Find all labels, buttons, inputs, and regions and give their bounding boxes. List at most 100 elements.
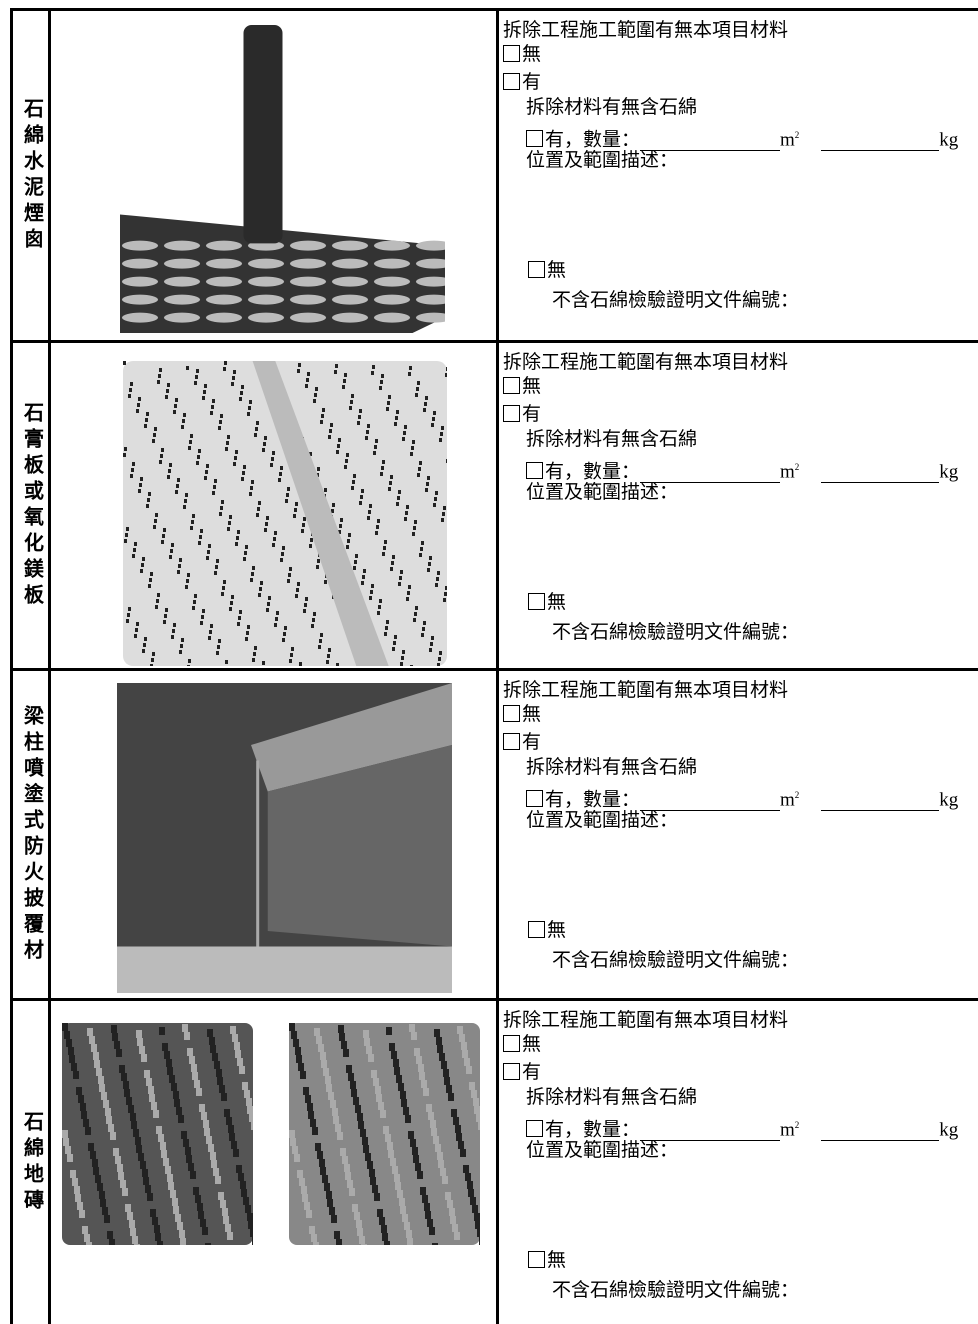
question: 拆除工程施工範圍有無本項目材料	[503, 352, 788, 374]
certificate-text: 不含石綿檢驗證明文件編號：	[552, 950, 800, 971]
material-label: 石綿地磚	[20, 1110, 43, 1215]
question-text: 拆除工程施工範圍有無本項目材料	[503, 1010, 789, 1031]
checkbox	[528, 593, 545, 610]
asbestos-quantity: 有，數量： m2 kg	[526, 456, 959, 484]
unit-exp: 2	[794, 130, 800, 140]
material-photo	[123, 361, 449, 671]
asbestos-question-text: 拆除材料有無含石綿	[526, 97, 698, 118]
certificate: 不含石綿檢驗證明文件編號：	[552, 950, 799, 972]
blank-line	[821, 792, 940, 812]
asbestos-no: 無	[528, 920, 566, 942]
checkbox	[526, 790, 543, 808]
option-no: 無	[503, 704, 541, 726]
column-border	[10, 343, 13, 668]
blank-line	[821, 132, 940, 152]
option-no-text: 無	[522, 44, 542, 65]
column-border	[496, 11, 499, 340]
asbestos-yes-text: 有，數量：	[545, 461, 641, 483]
asbestos-question-text: 拆除材料有無含石綿	[526, 429, 698, 450]
form-row: 石膏板或氧化鎂板 拆除工程施工範圍有無本項目材料無有拆除材料有無含石綿有，數量： m…	[10, 340, 978, 671]
material-photo	[117, 683, 452, 998]
asbestos-question: 拆除材料有無含石綿	[526, 1087, 697, 1109]
location: 位置及範圍描述：	[526, 482, 678, 504]
question-text: 拆除工程施工範圍有無本項目材料	[503, 352, 789, 373]
checkbox	[528, 1251, 545, 1268]
asbestos-no: 無	[528, 1250, 566, 1272]
option-no-text: 無	[522, 376, 542, 397]
question: 拆除工程施工範圍有無本項目材料	[503, 20, 788, 42]
unit-weight: kg	[939, 789, 959, 811]
column-border	[48, 11, 51, 340]
material-photo	[289, 1023, 485, 1252]
asbestos-no: 無	[528, 260, 566, 282]
option-yes: 有	[503, 732, 541, 754]
asbestos-question: 拆除材料有無含石綿	[526, 97, 697, 119]
unit-weight: kg	[939, 461, 959, 483]
checkbox	[503, 1063, 520, 1080]
asbestos-no-text: 無	[547, 1250, 567, 1271]
certificate: 不含石綿檢驗證明文件編號：	[552, 622, 799, 644]
asbestos-yes-text: 有，數量：	[545, 789, 641, 811]
option-yes-text: 有	[522, 1062, 542, 1083]
option-no-text: 無	[522, 1034, 542, 1055]
asbestos-no-text: 無	[547, 260, 567, 281]
checkbox	[526, 462, 543, 480]
certificate: 不含石綿檢驗證明文件編號：	[552, 290, 799, 312]
question: 拆除工程施工範圍有無本項目材料	[503, 1010, 788, 1032]
blank-line	[640, 1122, 781, 1142]
certificate-text: 不含石綿檢驗證明文件編號：	[552, 290, 800, 311]
option-no: 無	[503, 44, 541, 66]
blank-line	[640, 464, 781, 484]
option-yes: 有	[503, 1062, 541, 1084]
unit-area: m	[780, 789, 795, 811]
blank-line	[821, 1122, 940, 1142]
asbestos-yes-text: 有，數量：	[545, 129, 641, 151]
certificate-text: 不含石綿檢驗證明文件編號：	[552, 1280, 800, 1301]
column-border	[496, 671, 499, 998]
column-border	[496, 1001, 499, 1324]
location: 位置及範圍描述：	[526, 150, 678, 172]
checkbox	[503, 733, 520, 750]
row-label: 石綿地磚	[13, 1001, 51, 1324]
material-label: 石膏板或氧化鎂板	[20, 401, 43, 610]
blank-line	[640, 792, 781, 812]
material-photo	[62, 1023, 258, 1252]
asbestos-quantity: 有，數量： m2 kg	[526, 1114, 959, 1142]
option-yes-text: 有	[522, 404, 542, 425]
unit-area: m	[780, 461, 795, 483]
option-yes-text: 有	[522, 72, 542, 93]
row-label: 梁柱噴塗式防火披覆材	[13, 671, 51, 998]
location-text: 位置及範圍描述：	[526, 482, 679, 503]
column-border	[496, 343, 499, 668]
location: 位置及範圍描述：	[526, 810, 678, 832]
unit-weight: kg	[939, 129, 959, 151]
material-photo	[120, 21, 452, 338]
blank-line	[640, 132, 781, 152]
certificate-text: 不含石綿檢驗證明文件編號：	[552, 622, 800, 643]
option-no-text: 無	[522, 704, 542, 725]
location-text: 位置及範圍描述：	[526, 150, 679, 171]
location-text: 位置及範圍描述：	[526, 1140, 679, 1161]
asbestos-question-text: 拆除材料有無含石綿	[526, 1087, 698, 1108]
column-border	[10, 1001, 13, 1324]
checkbox	[503, 377, 520, 394]
option-yes: 有	[503, 404, 541, 426]
column-border	[10, 11, 13, 340]
unit-exp: 2	[794, 790, 800, 800]
asbestos-question-text: 拆除材料有無含石綿	[526, 757, 698, 778]
form-row: 石綿地磚 拆除工程施工範圍有無本項目材料無有拆除材料有無含石綿 有，數量： m2 kg 位…	[10, 998, 978, 1324]
checkbox	[528, 261, 545, 278]
checkbox	[503, 45, 520, 62]
unit-weight: kg	[939, 1119, 959, 1141]
asbestos-no-text: 無	[547, 920, 567, 941]
material-label: 梁柱噴塗式防火披覆材	[20, 704, 43, 965]
question-text: 拆除工程施工範圍有無本項目材料	[503, 20, 789, 41]
asbestos-question: 拆除材料有無含石綿	[526, 429, 697, 451]
material-label: 石綿水泥煙囪	[20, 97, 43, 254]
checkbox	[528, 921, 545, 938]
checkbox	[526, 130, 543, 148]
checkbox	[503, 1035, 520, 1052]
asbestos-question: 拆除材料有無含石綿	[526, 757, 697, 779]
unit-area: m	[780, 1119, 795, 1141]
